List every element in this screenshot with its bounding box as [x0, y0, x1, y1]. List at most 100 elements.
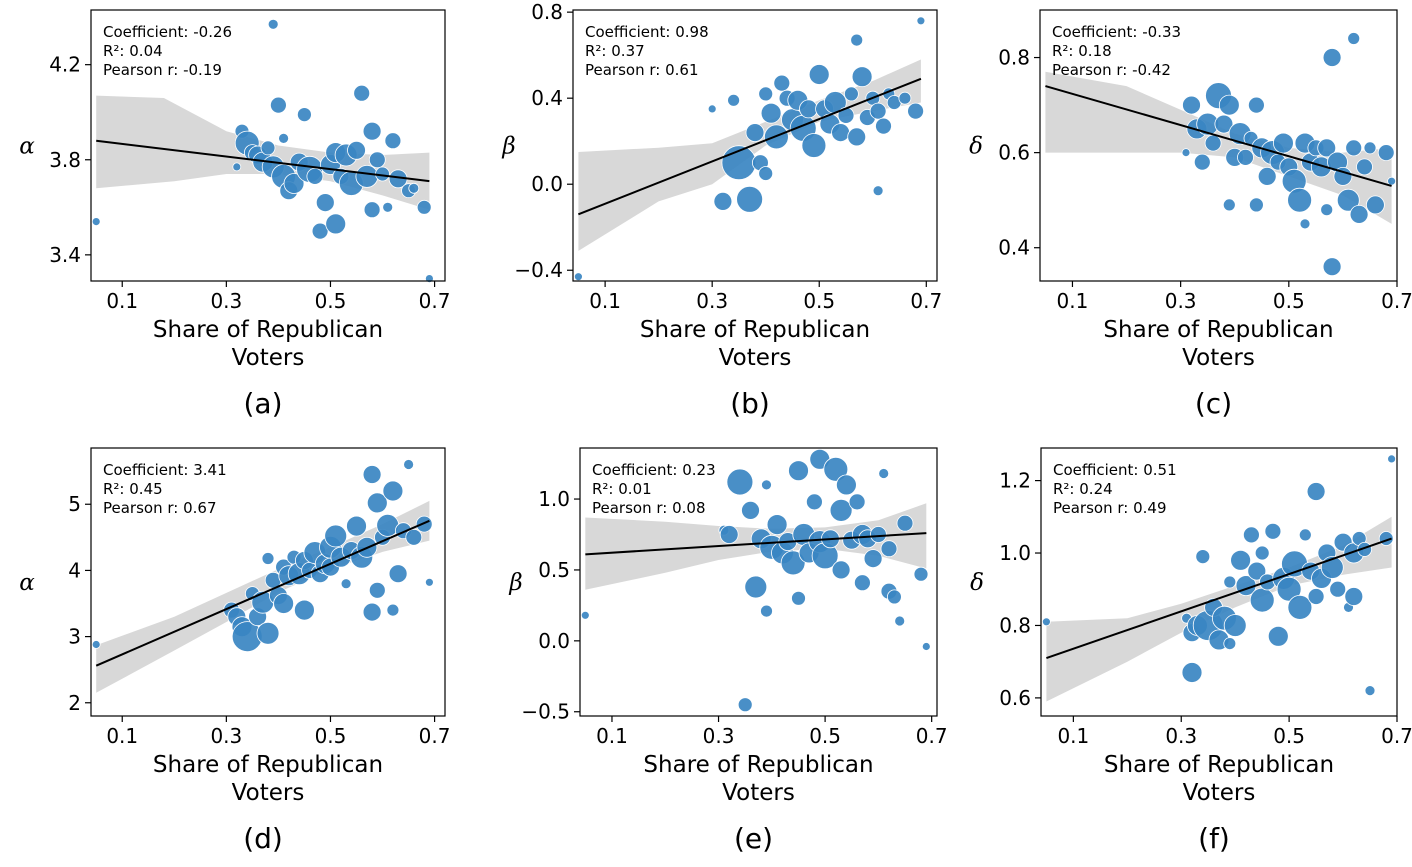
data-point	[1267, 625, 1289, 647]
x-tick-label: 0.5	[315, 289, 347, 313]
data-point	[283, 173, 305, 194]
regression-line	[95, 519, 430, 667]
y-tick-label: 3.4	[49, 243, 81, 267]
plot-frame	[1039, 9, 1398, 282]
x-tick-label: 0.5	[315, 724, 347, 748]
scatter-panel-3: 0.1 0.3 0.5 0.7 0.4 0.6 0.8 δ Share of Republica…	[969, 9, 1412, 420]
y-tick-label: 0.8	[999, 613, 1031, 637]
y-tick-label: 5	[68, 492, 81, 516]
scatter-panel-5: 0.1 0.3 0.5 0.7 −0.5 0.0 0.5 1.0 β Share of Repub…	[508, 447, 948, 855]
data-point	[844, 86, 859, 102]
data-point	[1230, 549, 1251, 571]
data-point	[801, 133, 827, 158]
stats-annotation: R²: 0.45	[103, 480, 163, 498]
stats-annotation: R²: 0.01	[592, 480, 652, 498]
data-point	[403, 459, 415, 470]
data-point	[315, 193, 335, 213]
data-point	[1257, 166, 1277, 186]
data-point	[382, 201, 394, 213]
data-point	[388, 564, 408, 584]
regression-line	[1045, 85, 1392, 187]
stats-annotation: Pearson r: 0.49	[1053, 499, 1167, 517]
data-point	[913, 566, 929, 582]
data-point	[1320, 203, 1334, 217]
y-tick-label: 3.8	[49, 148, 81, 172]
data-point	[267, 18, 279, 30]
data-point	[1364, 685, 1376, 696]
stats-annotation: Pearson r: 0.61	[585, 61, 699, 79]
data-point	[1193, 153, 1211, 171]
data-point	[878, 468, 890, 479]
data-point	[408, 182, 420, 194]
y-tick-label: 1.0	[538, 487, 570, 511]
data-point	[829, 498, 853, 522]
data-point	[791, 590, 806, 606]
data-point	[1042, 617, 1051, 627]
data-point	[719, 525, 739, 544]
data-point	[368, 151, 386, 169]
x-tick-label: 0.7	[916, 724, 948, 748]
x-tick-label: 0.1	[596, 724, 628, 748]
data-point	[1356, 158, 1373, 176]
data-point	[1223, 637, 1237, 650]
data-point	[1218, 94, 1240, 116]
y-tick-label: 0.8	[531, 0, 563, 24]
data-point	[362, 121, 382, 141]
data-point	[384, 132, 402, 150]
panel-caption: (f)	[1198, 822, 1230, 855]
panel-caption: (d)	[243, 822, 283, 855]
data-point	[362, 602, 382, 622]
data-point	[854, 574, 871, 592]
data-point	[744, 575, 768, 599]
panel-caption: (a)	[243, 387, 282, 420]
data-point	[1222, 198, 1236, 212]
data-point	[261, 552, 275, 565]
data-point	[875, 117, 892, 135]
data-point	[808, 64, 830, 85]
data-point	[91, 217, 101, 227]
stats-annotation: Coefficient: 0.23	[592, 461, 716, 479]
data-point	[887, 589, 902, 605]
data-point	[713, 191, 733, 211]
data-point	[386, 603, 400, 617]
x-tick-label: 0.3	[1165, 289, 1197, 313]
data-point	[1299, 218, 1311, 230]
regression-line	[577, 77, 922, 216]
x-tick-label: 0.5	[1273, 289, 1305, 313]
x-axis-label-line2: Voters	[722, 780, 795, 806]
y-axis-label: α	[19, 134, 35, 160]
data-point	[424, 577, 434, 587]
x-tick-label: 0.5	[803, 289, 835, 313]
regression-line	[96, 139, 430, 183]
y-tick-label: 2	[68, 691, 81, 715]
data-point	[799, 99, 818, 119]
plot-frame	[1040, 447, 1398, 717]
x-axis-label-line1: Share of Republican	[153, 317, 383, 343]
data-point	[340, 578, 352, 590]
x-tick-label: 0.7	[1381, 289, 1412, 313]
data-point	[278, 132, 290, 144]
data-point	[311, 222, 329, 240]
data-point	[1223, 614, 1247, 637]
data-point	[1249, 587, 1275, 613]
x-tick-label: 0.1	[106, 289, 138, 313]
regression-line	[585, 532, 927, 556]
data-point	[353, 84, 371, 102]
x-tick-label: 0.3	[703, 724, 735, 748]
data-point	[773, 74, 791, 92]
data-point	[823, 456, 849, 482]
stats-annotation: Coefficient: 0.51	[1053, 461, 1177, 479]
x-axis-label-line2: Voters	[1182, 345, 1255, 371]
data-point	[736, 185, 763, 213]
data-point	[1249, 197, 1264, 213]
y-tick-label: 3	[68, 625, 81, 649]
data-point	[872, 185, 884, 197]
data-point	[1273, 132, 1294, 154]
data-point	[1306, 482, 1326, 501]
data-point	[1223, 575, 1237, 589]
scatter-panel-6: 0.1 0.3 0.5 0.7 0.6 0.8 1.0 1.2 δ Share of Republ…	[970, 447, 1412, 855]
data-point	[907, 102, 924, 120]
data-point	[894, 615, 906, 627]
data-point	[1248, 96, 1265, 114]
